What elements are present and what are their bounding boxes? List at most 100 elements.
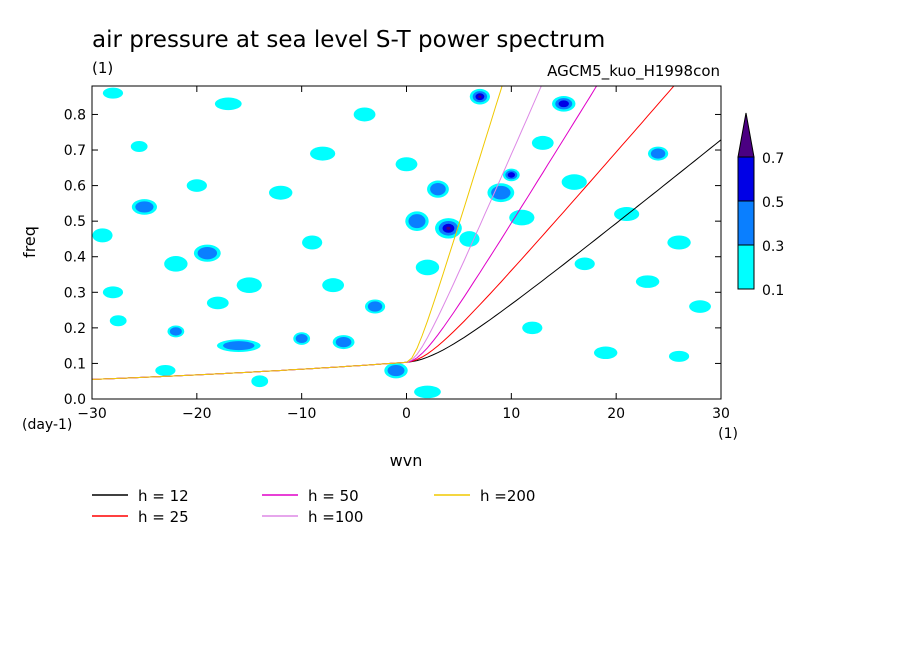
contour-blob [109, 315, 127, 327]
contour-blob [415, 259, 440, 276]
contour-blob [216, 339, 261, 352]
contour-level-1 [109, 315, 127, 327]
contour-level-2 [223, 341, 255, 351]
experiment-label: AGCM5_kuo_H1998con [547, 62, 720, 81]
contour-level-1 [92, 228, 113, 243]
contour-level-1 [302, 235, 323, 250]
contour-blob [414, 385, 441, 399]
colorbar-label: 0.5 [762, 195, 784, 211]
contour-level-1 [130, 140, 148, 152]
contour-level-2 [135, 201, 154, 213]
chart-title: air pressure at sea level S-T power spec… [92, 27, 605, 53]
legend-label: h = 12 [138, 487, 189, 505]
contour-blob [92, 228, 113, 243]
contour-level-1 [164, 256, 188, 272]
colorbar: 0.7 0.5 0.3 0.1 [737, 112, 784, 299]
contour-blob [574, 257, 595, 271]
contour-level-2 [650, 148, 666, 159]
legend-label: h =100 [308, 508, 363, 526]
contour-blob [353, 107, 376, 122]
contour-level-1 [353, 107, 376, 122]
contour-level-1 [102, 87, 124, 99]
contour-level-2 [387, 364, 405, 377]
contour-level-2 [197, 246, 218, 260]
contour-blob [302, 235, 323, 250]
contour-blob [435, 218, 462, 239]
x-tick-label: 20 [607, 406, 625, 422]
contour-blob [193, 244, 221, 262]
x-tick-label: 30 [712, 406, 730, 422]
y-tick-label: 0.6 [64, 179, 86, 195]
contour-blob [522, 321, 543, 335]
x-axis-unit: (1) [718, 426, 738, 442]
y-tick-label: 0.0 [64, 392, 86, 408]
contour-level-1 [689, 300, 711, 313]
contour-level-1 [236, 277, 262, 293]
legend-label: h =200 [480, 487, 535, 505]
contour-blob [395, 157, 418, 172]
contour-level-2 [335, 336, 352, 348]
contour-blob [502, 168, 520, 182]
contour-blob [469, 88, 490, 105]
contour-level-1 [593, 346, 618, 360]
contour-blob [155, 365, 176, 377]
contour-level-1 [668, 350, 690, 362]
contour-blob [131, 199, 158, 215]
contour-blob [206, 296, 229, 310]
colorbar-segment [737, 156, 755, 202]
y-tick-label: 0.1 [64, 356, 86, 372]
y-tick-label: 0.8 [64, 107, 86, 123]
contour-blob [102, 87, 124, 99]
contour-level-1 [531, 135, 554, 150]
contour-level-1 [186, 179, 207, 192]
plot-area: −30 −20 −10 0 10 20 30 0.0 0.1 0.2 0.3 0.4 0.5 0.6 0.7… [64, 85, 730, 422]
contour-blob [364, 299, 386, 314]
contour-blob [405, 211, 429, 231]
colorbar-label: 0.3 [762, 239, 784, 255]
contour-level-2 [169, 327, 182, 336]
y-axis-unit: (day-1) [22, 417, 72, 433]
colorbar-segment [737, 244, 755, 290]
contour-level-1 [310, 146, 336, 161]
x-tick-label: 0 [402, 406, 411, 422]
contour-blob [293, 332, 311, 345]
contour-level-1 [415, 259, 440, 276]
x-tick-label: −20 [182, 406, 212, 422]
contour-level-1 [251, 375, 269, 388]
contour-blob [635, 275, 660, 288]
contour-blob [561, 174, 587, 190]
contour-level-1 [102, 286, 124, 299]
x-tick-label: −10 [287, 406, 317, 422]
colorbar-segment [737, 200, 755, 246]
contour-level-2 [295, 334, 308, 344]
title-unit: (1) [92, 59, 113, 77]
contour-level-1 [395, 157, 418, 172]
contour-blob [310, 146, 336, 161]
contour-level-4 [478, 95, 482, 98]
contour-blob [427, 180, 449, 198]
contour-level-1 [667, 235, 691, 250]
y-tick-label: 0.3 [64, 285, 86, 301]
contour-level-2 [430, 182, 446, 196]
contour-blob [332, 335, 355, 350]
contour-blob [236, 277, 262, 293]
contour-blob [130, 140, 148, 152]
colorbar-label: 0.1 [762, 283, 784, 299]
dispersion-curves [92, 86, 721, 380]
contour-level-1 [635, 275, 660, 288]
contour-level-2 [408, 214, 426, 229]
y-tick-label: 0.4 [64, 250, 86, 266]
x-axis-label: wvn [390, 451, 423, 470]
legend-label: h = 50 [308, 487, 359, 505]
contour-level-1 [414, 385, 441, 399]
contour-level-1 [574, 257, 595, 271]
contour-blob [614, 207, 640, 222]
colorbar-label: 0.7 [762, 151, 784, 167]
legend: h = 12 h = 25 h = 50 h =100 h =200 [92, 487, 535, 526]
x-tick-label: −30 [77, 406, 107, 422]
contour-blob [186, 179, 207, 192]
contour-blob [552, 95, 576, 112]
y-axis-label: freq [20, 226, 39, 258]
contour-blob [322, 278, 345, 293]
